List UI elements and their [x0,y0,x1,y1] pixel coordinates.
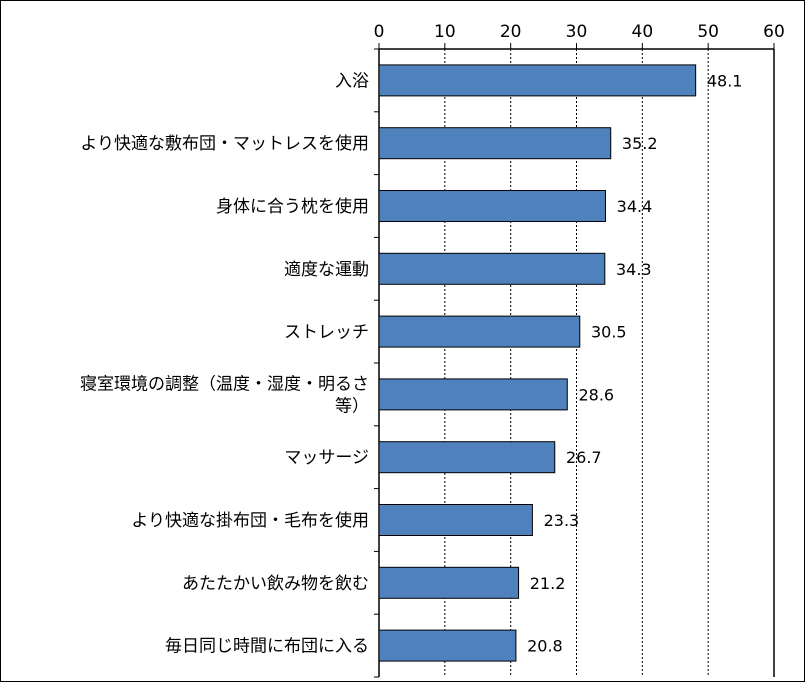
bar [378,566,520,599]
bar [378,64,697,97]
data-label: 20.8 [527,637,563,656]
bar [378,127,612,160]
category-label: 毎日同じ時間に布団に入る [165,637,369,657]
data-label: 26.7 [566,448,602,467]
x-tick-label: 60 [763,22,785,42]
category-label: より快適な掛布団・毛布を使用 [131,510,369,531]
bar [378,315,581,348]
category-label: マッサージ [284,448,369,468]
data-label: 48.1 [707,71,743,90]
bar [378,252,606,285]
data-label: 35.2 [622,134,658,153]
x-tick-label: 50 [697,22,719,42]
bar [378,629,517,662]
category-label: ストレッチ [284,323,369,343]
category-label: あたたかい飲み物を飲む [182,574,369,594]
x-tick-label: 30 [566,22,588,42]
category-label: 等） [335,396,369,416]
bar [378,504,533,536]
data-label: 34.3 [616,260,652,279]
category-label: 入浴 [335,71,369,91]
bar [378,441,556,474]
x-tick-label: 20 [500,22,522,42]
x-tick-label: 40 [632,22,654,42]
x-tick-label: 10 [434,22,456,42]
category-label: より快適な敷布団・マットレスを使用 [80,133,369,154]
data-label: 28.6 [578,385,614,404]
x-tick-label: 0 [374,22,385,42]
data-label: 23.3 [544,511,580,530]
bar [378,378,568,411]
data-label: 21.2 [530,574,566,593]
category-label: 寝室環境の調整（温度・湿度・明るさ [80,373,369,394]
data-label: 34.4 [617,197,653,216]
bar [378,190,606,222]
category-label: 適度な運動 [284,260,369,280]
category-label: 身体に合う枕を使用 [216,196,369,217]
data-label: 30.5 [591,323,627,342]
